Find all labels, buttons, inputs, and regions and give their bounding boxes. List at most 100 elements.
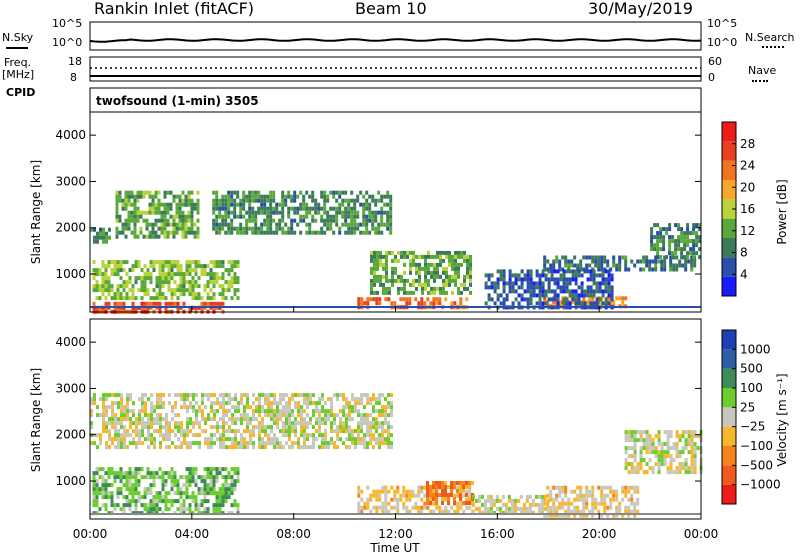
heatmap-cell [417,301,421,306]
heatmap-cell [102,409,105,414]
heatmap-cell [409,258,412,263]
heatmap-cell [391,250,394,255]
heatmap-cell [498,498,502,503]
heatmap-cell [227,495,231,500]
heatmap-cell [314,206,318,211]
heatmap-cell [417,509,421,514]
heatmap-cell [131,284,135,289]
heatmap-cell [255,405,258,410]
heatmap-cell [430,290,433,295]
heatmap-cell [396,485,400,490]
heatmap-cell [348,429,351,434]
heatmap-cell [190,218,194,223]
heatmap-cell [444,509,448,514]
heatmap-cell [270,425,273,430]
heatmap-cell [381,421,384,426]
heatmap-cell [101,475,105,480]
heatmap-cell [144,413,147,418]
nsearch-tick-bottom: 10^0 [707,36,738,49]
heatmap-cell [231,405,234,410]
heatmap-cell [695,231,699,236]
heatmap-cell [272,210,276,215]
heatmap-cell [303,433,306,438]
heatmap-cell [406,278,409,283]
heatmap-cell [627,267,631,272]
heatmap-cell [406,250,409,255]
heatmap-cell [516,498,520,503]
heatmap-cell [176,272,180,277]
heatmap-cell [212,206,216,211]
heatmap-cell [508,285,512,290]
heatmap-cell [282,405,285,410]
heatmap-cell [627,438,631,443]
heatmap-cell [212,483,216,488]
heatmap-cell [385,274,388,279]
heatmap-cell [412,254,415,259]
heatmap-cell [432,493,435,497]
heatmap-cell [681,430,685,435]
heatmap-cell [107,292,111,297]
heatmap-cell [439,262,442,267]
heatmap-cell [192,421,195,426]
heatmap-cell [693,446,697,451]
heatmap-cell [92,260,96,265]
heatmap-cell [541,301,545,306]
heatmap-cell [484,285,488,290]
heatmap-cell [143,503,147,508]
heatmap-cell [111,413,114,418]
heatmap-cell [152,507,156,512]
heatmap-cell [642,458,646,463]
heatmap-cell [645,430,649,435]
heatmap-cell [161,280,165,285]
heatmap-cell [291,445,294,450]
heatmap-cell [453,501,456,505]
heatmap-cell [177,437,180,442]
heatmap-cell [591,485,595,490]
heatmap-cell [126,445,129,450]
heatmap-cell [366,497,370,502]
heatmap-cell [586,289,590,294]
heatmap-cell [266,230,270,235]
heatmap-cell [198,409,201,414]
heatmap-cell [168,429,171,434]
heatmap-cell [227,214,231,219]
heatmap-cell [142,218,146,223]
heatmap-cell [294,421,297,426]
heatmap-cell [580,281,584,286]
heatmap-cell [393,489,397,494]
heatmap-cell [375,441,378,446]
heatmap-cell [389,226,393,231]
heatmap-cell [684,267,688,272]
heatmap-cell [131,491,135,496]
nsky-series-line [89,38,702,43]
heatmap-cell [386,202,390,207]
heatmap-cell [107,471,111,476]
heatmap-cell [663,458,667,463]
heatmap-cell [698,239,702,244]
heatmap-cell [601,281,605,286]
heatmap-cell [129,393,132,398]
heatmap-cell [445,274,448,279]
heatmap-cell [586,269,590,274]
heatmap-cell [188,280,192,285]
heatmap-cell [281,202,285,207]
heatmap-cell [693,434,697,439]
heatmap-cell [350,198,354,203]
heatmap-cell [348,425,351,430]
heatmap-cell [323,210,327,215]
heatmap-cell [191,268,195,273]
heatmap-cell [348,405,351,410]
heatmap-cell [203,507,207,512]
heatmap-cell [384,413,387,418]
heatmap-cell [234,441,237,446]
heatmap-cell [311,198,315,203]
heatmap-cell [156,397,159,402]
heatmap-cell [120,417,123,422]
heatmap-cell [657,454,661,459]
heatmap-cell [196,202,200,207]
heatmap-cell [279,445,282,450]
heatmap-cell [190,230,194,235]
heatmap-cell [143,284,147,289]
heatmap-cell [158,272,162,277]
heatmap-cell [230,210,234,215]
